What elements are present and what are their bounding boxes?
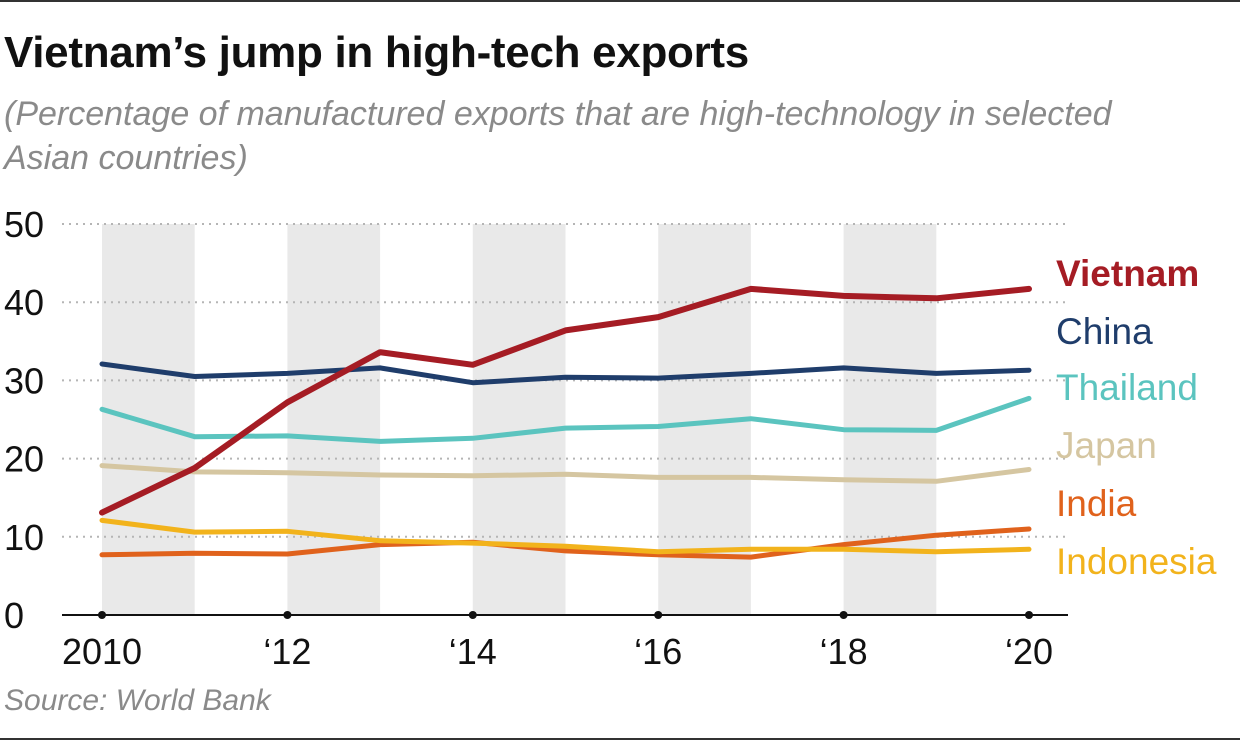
x-tick-mark — [839, 611, 848, 619]
series-label-indonesia: Indonesia — [1056, 541, 1217, 582]
y-axis-ticks: 0 10 20 30 40 50 — [4, 204, 44, 636]
x-tick-mark — [654, 611, 663, 619]
x-tick-mark — [283, 611, 292, 619]
x-tick-label: ‘20 — [1005, 631, 1053, 672]
bottom-rule — [0, 738, 1240, 740]
shade-band — [843, 224, 937, 615]
series-label-china: China — [1056, 311, 1153, 352]
source-note: Source: World Bank — [4, 684, 271, 717]
x-tick-label: ‘18 — [820, 631, 868, 672]
chart-subtitle: (Percentage of manufactured exports that… — [4, 95, 1112, 177]
series-line-india — [99, 526, 1032, 560]
x-tick-mark — [1025, 611, 1033, 619]
series-label-thailand: Thailand — [1056, 367, 1198, 408]
series-line-indonesia — [99, 517, 1032, 555]
x-tick-label: ‘16 — [634, 631, 682, 672]
shade-band — [472, 224, 566, 615]
shaded-year-bands — [102, 224, 937, 615]
series-line-thailand — [99, 395, 1032, 444]
shade-band — [287, 224, 381, 615]
y-tick-label: 10 — [4, 517, 44, 558]
series-label-india: India — [1056, 483, 1137, 524]
series-line-china — [99, 361, 1032, 386]
top-rule — [0, 0, 1240, 2]
chart-title: Vietnam’s jump in high-tech exports — [4, 28, 749, 77]
y-tick-label: 50 — [4, 204, 44, 245]
x-tick-label: ‘12 — [263, 631, 311, 672]
x-axis-ticks: 2010 ‘12 ‘14 ‘16 ‘18 ‘20 — [62, 611, 1053, 672]
x-tick-mark — [468, 611, 477, 619]
series-line-vietnam — [99, 285, 1032, 516]
y-tick-label: 0 — [4, 595, 24, 636]
y-tick-label: 20 — [4, 439, 44, 480]
shade-band — [102, 224, 195, 615]
series-labels: Vietnam China Thailand Japan India Indonesia — [1056, 253, 1217, 582]
series-lines — [99, 285, 1032, 560]
series-label-vietnam: Vietnam — [1056, 253, 1199, 294]
y-tick-label: 40 — [4, 282, 44, 323]
y-tick-label: 30 — [4, 360, 44, 401]
x-tick-label: 2010 — [62, 631, 142, 672]
x-tick-mark — [98, 611, 106, 619]
series-line-japan — [99, 463, 1032, 484]
x-tick-label: ‘14 — [449, 631, 497, 672]
series-label-japan: Japan — [1056, 425, 1157, 466]
